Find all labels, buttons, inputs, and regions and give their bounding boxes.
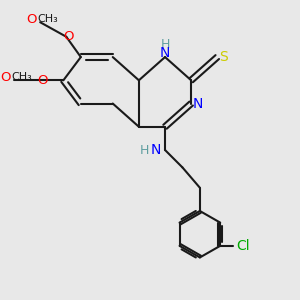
Text: S: S [219,50,228,64]
Text: N: N [160,46,170,60]
Text: O: O [0,71,11,84]
Text: Cl: Cl [237,239,250,253]
Text: N: N [192,97,203,110]
Text: O: O [63,30,74,43]
Text: CH₃: CH₃ [11,72,32,82]
Text: H: H [160,38,170,51]
Text: N: N [151,143,161,157]
Text: H: H [140,143,149,157]
Text: O: O [26,13,37,26]
Text: O: O [37,74,48,87]
Text: CH₃: CH₃ [37,14,58,24]
